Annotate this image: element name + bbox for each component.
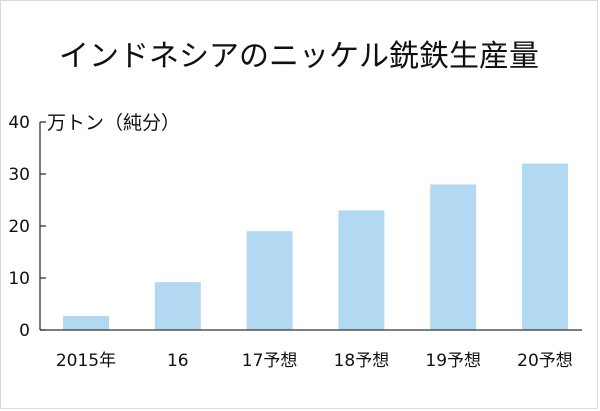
bar bbox=[154, 282, 201, 330]
bar bbox=[430, 184, 477, 330]
x-category-label: 18予想 bbox=[334, 351, 390, 371]
y-tick-label: 0 bbox=[19, 321, 30, 341]
y-tick-label: 20 bbox=[8, 217, 30, 237]
y-tick-label: 10 bbox=[8, 269, 30, 289]
chart-title: インドネシアのニッケル銑鉄生産量 bbox=[59, 39, 539, 74]
x-category-label: 19予想 bbox=[425, 351, 481, 371]
bar bbox=[246, 231, 293, 330]
y-tick-label: 40 bbox=[8, 113, 30, 133]
bars bbox=[63, 163, 568, 330]
x-category-label: 2015年 bbox=[56, 351, 116, 371]
x-category-label: 17予想 bbox=[242, 351, 298, 371]
y-axis-unit-label: 万トン（純分） bbox=[47, 112, 180, 134]
y-axis-ticks: 0 10 20 30 40 bbox=[8, 113, 46, 341]
bar bbox=[522, 163, 568, 330]
bar bbox=[63, 315, 109, 330]
x-axis-categories: 2015年 16 17予想 18予想 19予想 20予想 bbox=[56, 351, 573, 371]
bar bbox=[338, 210, 385, 330]
y-tick-label: 30 bbox=[8, 165, 30, 185]
x-category-label: 20予想 bbox=[517, 351, 573, 371]
x-category-label: 16 bbox=[167, 351, 189, 371]
